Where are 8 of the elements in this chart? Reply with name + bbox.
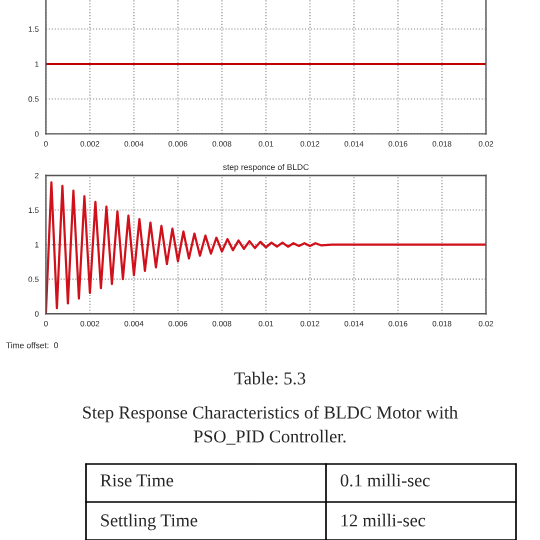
text: PSO_PID Controller. <box>193 429 346 445</box>
text: Settling Time <box>101 513 198 531</box>
text: 0.1 milli-sec <box>340 473 430 487</box>
line-series <box>45 181 486 314</box>
text: 12 milli-sec <box>341 513 426 527</box>
text: Rise Time <box>100 474 174 487</box>
text: Step Response Characteristics of BLDC Motor with <box>83 405 458 423</box>
text: Table: 5.3 <box>234 371 306 385</box>
